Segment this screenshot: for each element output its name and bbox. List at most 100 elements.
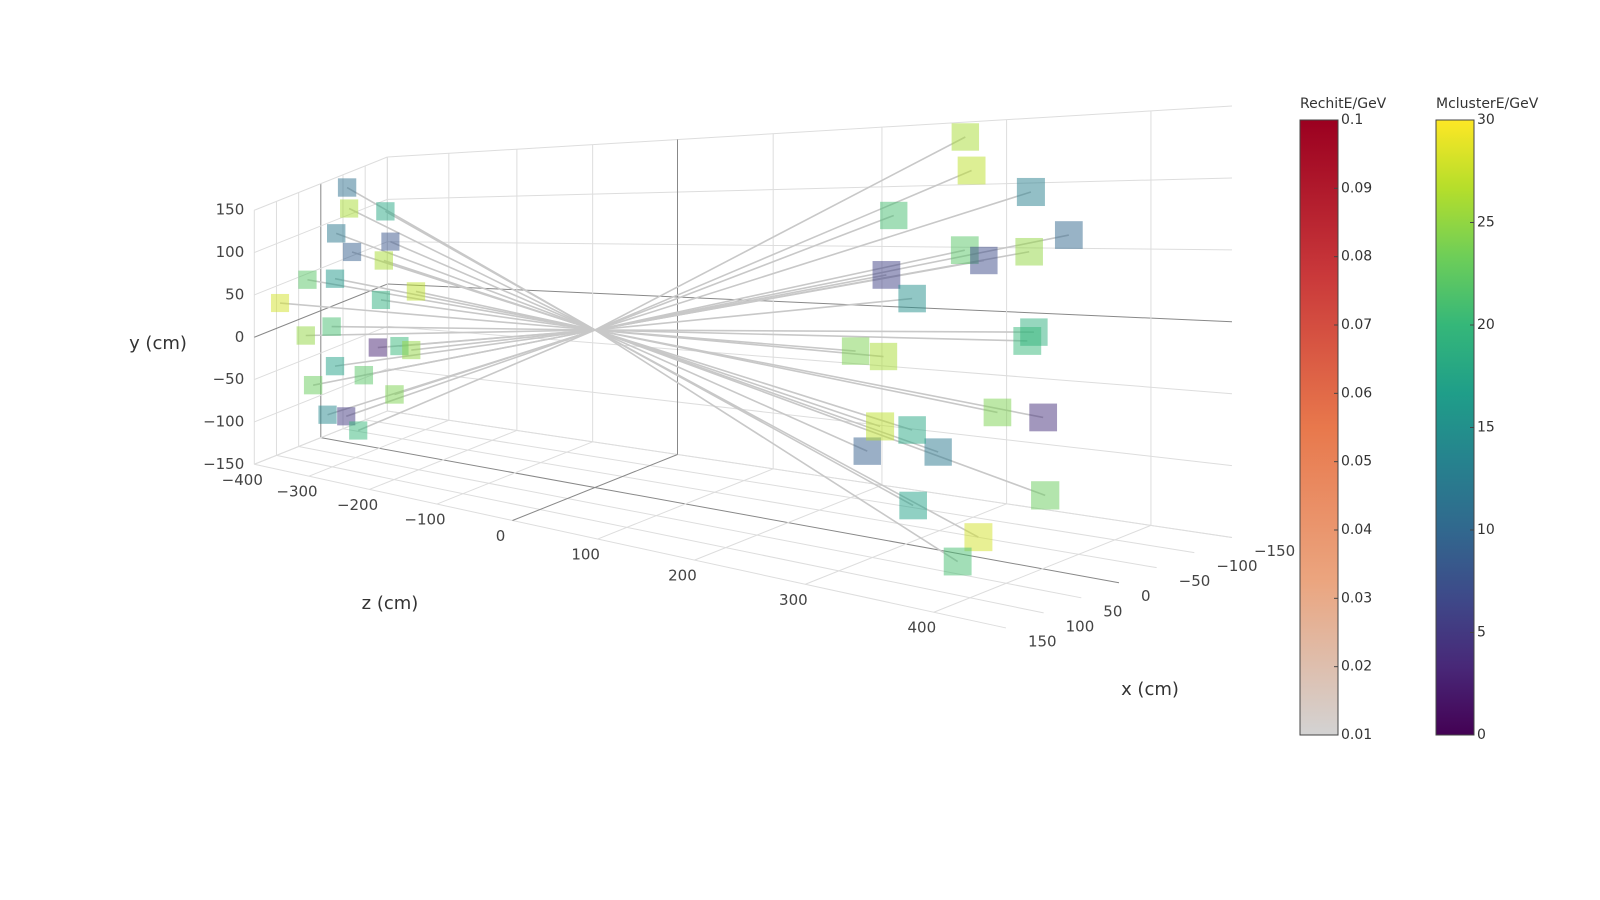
colorbar xyxy=(1435,119,1475,736)
cluster xyxy=(872,261,901,289)
cluster xyxy=(943,547,972,576)
x-tick-label: −150 xyxy=(1254,542,1295,560)
track xyxy=(594,329,914,507)
track xyxy=(334,329,596,367)
colorbar xyxy=(1299,119,1339,736)
colorbar-tick-label: 30 xyxy=(1477,112,1495,128)
grid-line xyxy=(276,454,1044,614)
cluster xyxy=(970,246,998,275)
cluster xyxy=(381,232,400,251)
grid-line xyxy=(512,454,678,521)
grid-line xyxy=(365,419,1195,554)
track xyxy=(390,240,596,331)
cluster xyxy=(1015,237,1043,266)
track xyxy=(363,329,596,376)
cluster xyxy=(841,337,870,365)
colorbar-tick-label: 0.08 xyxy=(1341,249,1372,265)
grid-line xyxy=(805,503,1007,585)
cluster xyxy=(371,290,391,310)
grid-line xyxy=(387,177,1232,200)
cluster xyxy=(869,342,898,371)
y-tick-label: 150 xyxy=(216,201,245,219)
cluster xyxy=(866,412,895,441)
cluster xyxy=(964,523,993,552)
track xyxy=(279,302,596,331)
cluster xyxy=(957,156,986,185)
grid-line xyxy=(320,437,1120,584)
x-tick-label: 150 xyxy=(1028,632,1057,650)
track xyxy=(594,234,1069,331)
track xyxy=(383,259,596,331)
cluster xyxy=(337,407,356,426)
track xyxy=(594,329,884,358)
cluster xyxy=(325,269,345,288)
grid-line xyxy=(254,283,388,338)
colorbar-tick-label: 15 xyxy=(1477,420,1495,436)
cluster xyxy=(1031,481,1060,510)
colorbar-tick-label: 0.09 xyxy=(1341,180,1372,196)
track xyxy=(327,329,596,416)
cluster xyxy=(376,202,395,221)
colorbar-tick-label: 0.05 xyxy=(1341,454,1372,470)
track xyxy=(348,207,596,331)
track xyxy=(594,329,881,428)
track xyxy=(331,325,596,331)
y-tick-label: −50 xyxy=(213,370,245,388)
cluster xyxy=(1013,327,1042,355)
track xyxy=(594,214,895,331)
grid-line xyxy=(308,419,449,477)
grid-line xyxy=(597,468,774,540)
grid-line xyxy=(254,410,388,465)
grid-line xyxy=(387,105,1233,158)
cluster xyxy=(983,398,1012,427)
track xyxy=(594,191,1032,331)
track xyxy=(594,169,972,331)
track xyxy=(594,297,913,331)
grid-line xyxy=(436,441,593,505)
cluster xyxy=(406,282,426,301)
colorbar-tick-label: 5 xyxy=(1477,625,1486,641)
z-tick-label: 300 xyxy=(779,591,808,609)
cluster xyxy=(342,242,362,262)
grid-line xyxy=(254,156,388,211)
z-tick-label: 400 xyxy=(907,619,936,637)
grid-line xyxy=(387,241,1232,251)
track xyxy=(594,329,998,414)
track xyxy=(594,329,1046,497)
cluster xyxy=(924,438,952,466)
track xyxy=(594,329,913,431)
colorbar-tick-label: 0.07 xyxy=(1341,317,1372,333)
track xyxy=(307,278,596,331)
cluster xyxy=(325,356,345,376)
z-tick-label: −300 xyxy=(276,483,317,501)
colorbar-tick-label: 0 xyxy=(1477,727,1486,743)
z-tick-label: −100 xyxy=(404,511,445,529)
cluster xyxy=(898,284,926,313)
y-tick-label: −150 xyxy=(203,455,244,473)
track xyxy=(380,299,596,331)
colorbar-tick-label: 0.04 xyxy=(1341,522,1372,538)
grid-line xyxy=(387,410,1233,539)
z-axis-title: z (cm) xyxy=(362,593,419,614)
cluster xyxy=(951,123,980,151)
colorbar-tick-label: 0.03 xyxy=(1341,590,1372,606)
cluster xyxy=(853,437,881,465)
y-tick-label: 0 xyxy=(235,328,245,346)
cluster xyxy=(318,405,337,424)
colorbar-title: RechitE/GeV xyxy=(1300,96,1387,112)
cluster xyxy=(298,270,317,289)
z-tick-label: 0 xyxy=(496,527,506,545)
cluster xyxy=(303,375,323,395)
cluster xyxy=(1054,221,1083,249)
grid-line xyxy=(254,463,1007,629)
cluster xyxy=(1016,177,1045,207)
cluster xyxy=(898,416,926,444)
colorbar-tick-label: 25 xyxy=(1477,215,1495,231)
colorbar-title: MclusterE/GeV xyxy=(1436,96,1539,112)
grid-line xyxy=(254,198,388,254)
track xyxy=(305,329,596,337)
cluster xyxy=(322,317,341,336)
track xyxy=(594,329,868,452)
colorbar-tick-label: 10 xyxy=(1477,522,1495,538)
